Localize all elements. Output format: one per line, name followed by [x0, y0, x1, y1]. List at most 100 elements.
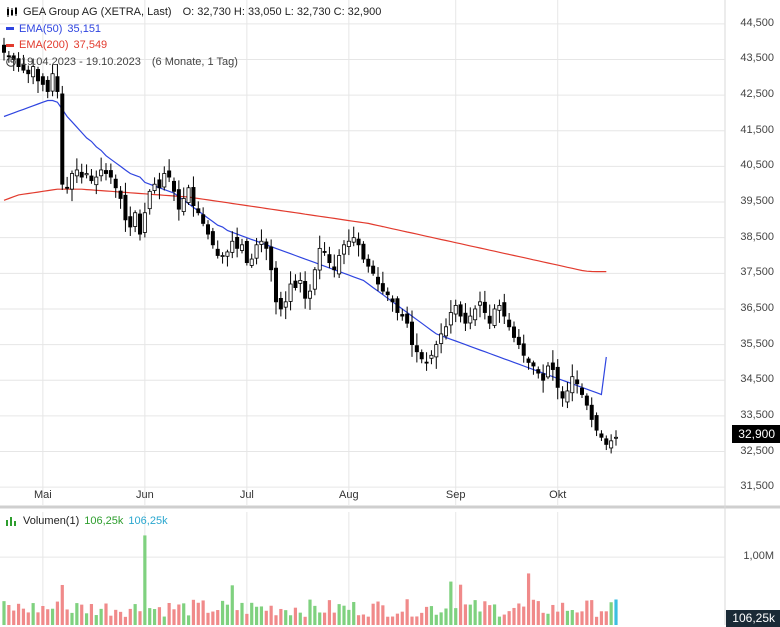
candle-body [307, 290, 312, 299]
legend-ema200-value: 37,549 [73, 39, 108, 51]
candle-body [609, 440, 614, 449]
candle-body [327, 254, 332, 264]
volume-bar [250, 602, 254, 625]
candle-body [385, 291, 390, 296]
volume-bar [157, 607, 162, 625]
candle-body [400, 314, 405, 317]
volume-bar [609, 602, 613, 625]
volume-bar [371, 603, 375, 625]
candle-body [341, 244, 346, 255]
volume-bar [322, 612, 327, 625]
candle-body [147, 190, 152, 210]
ema200-line [3, 188, 607, 273]
volume-bar [458, 584, 463, 625]
volume-bar [235, 610, 239, 625]
clock-icon [6, 56, 16, 67]
volume-bar [565, 610, 570, 625]
volume-bar [148, 608, 152, 625]
candle-body [565, 390, 570, 403]
candle-body [560, 391, 565, 399]
volume-bar [502, 614, 506, 625]
candle-body [264, 241, 269, 249]
candle-body [298, 280, 303, 284]
volume-bar [327, 600, 332, 625]
candle-body [181, 198, 186, 212]
candle-body [210, 231, 215, 246]
candle-body [487, 315, 492, 324]
volume-bar [400, 611, 404, 625]
volume-bar [41, 606, 45, 625]
candle-body [99, 169, 104, 177]
volume-bar [410, 616, 414, 625]
candle-body [584, 395, 589, 406]
volume-bar [526, 573, 531, 625]
candle-body [502, 302, 507, 317]
candle-body [390, 298, 395, 303]
candle-body [205, 224, 210, 235]
volume-bar [172, 609, 176, 625]
candle-body [269, 246, 274, 271]
candle-body [594, 415, 599, 431]
candle-body [118, 190, 123, 199]
legend-ema200-row: EMA(200) 37,549 [6, 37, 381, 54]
candle-body [45, 79, 50, 92]
candle-body [176, 189, 181, 210]
price-tick-label: 37,500 [740, 266, 774, 279]
price-tick-label: 44,500 [740, 16, 774, 29]
volume-bar [143, 535, 147, 625]
price-tick-label: 40,500 [740, 159, 774, 172]
last-volume-tag: 106,25k [726, 610, 780, 627]
volume-bar [337, 604, 341, 625]
candle-body [604, 438, 609, 445]
volume-bar [240, 602, 244, 625]
volume-bar [376, 601, 380, 625]
time-tick-label: Okt [549, 489, 567, 501]
volume-bar [206, 612, 210, 625]
candle-body [94, 176, 99, 186]
legend-interval: (6 Monate, 1 Tag) [151, 55, 238, 68]
candle-body [254, 244, 259, 259]
candle-body [536, 369, 541, 374]
volume-bar [347, 609, 351, 625]
volume-bar [138, 611, 142, 625]
time-tick-label: Aug [339, 489, 359, 501]
volume-bar [483, 601, 487, 625]
candle-body [550, 362, 555, 370]
candle-body [235, 237, 240, 249]
volume-bar [352, 602, 356, 625]
volume-bar [342, 605, 346, 625]
candle-body [2, 44, 7, 53]
time-tick-label: Jun [135, 489, 154, 501]
volume-bar [128, 608, 132, 625]
legend-period-row: 19.04.2023 - 19.10.2023 (6 Monate, 1 Tag… [6, 54, 381, 71]
candle-body [273, 267, 278, 303]
ema200-color-swatch [6, 43, 14, 47]
volume-bar [211, 611, 215, 625]
candle-body [414, 345, 419, 353]
volume-bar [434, 614, 438, 625]
volume-bar [420, 612, 424, 625]
candle-body [477, 301, 482, 306]
candle-body [65, 186, 70, 189]
volume-bar [50, 608, 55, 625]
volume-bar [444, 608, 448, 625]
candle-body [434, 344, 439, 358]
volume-bar [488, 605, 492, 625]
price-tick-label: 34,500 [740, 373, 774, 386]
volume-bar [152, 609, 157, 625]
volume-bar [201, 600, 205, 625]
volume-bar [585, 600, 589, 625]
volume-bar [429, 606, 434, 625]
candle-body [351, 237, 356, 243]
volume-bar [570, 610, 574, 625]
volume-bar [31, 603, 35, 625]
candle-body [123, 194, 128, 221]
volume-bar [104, 603, 108, 625]
candle-body [249, 258, 254, 266]
volume-bar [356, 615, 361, 625]
legend-instrument: GEA Group AG (XETRA, Last) [23, 6, 172, 18]
volume-bar [16, 603, 21, 625]
candle-body [526, 358, 531, 363]
candle-body [162, 173, 167, 188]
